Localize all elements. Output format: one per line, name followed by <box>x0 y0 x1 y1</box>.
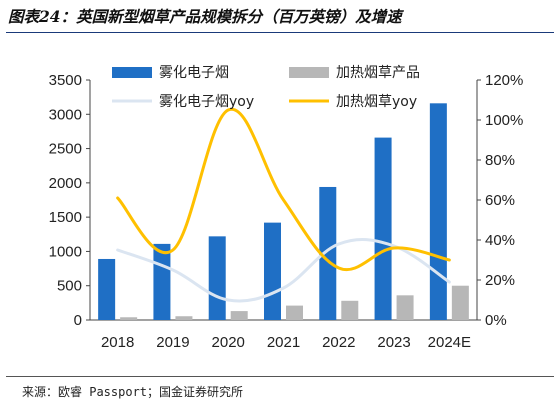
legend-label-2: 雾化电子烟yoy <box>159 94 254 110</box>
right-tick-label: 80% <box>485 152 515 169</box>
right-tick-label: 120% <box>485 72 523 89</box>
bar-vape-2020 <box>208 236 226 320</box>
bar-heated-2021 <box>286 305 303 320</box>
bar-heated-2022 <box>341 300 359 320</box>
left-tick-label: 1000 <box>49 243 82 260</box>
right-tick-label: 60% <box>485 192 515 209</box>
line-heated-yoy <box>116 107 451 272</box>
legend-label-1: 加热烟草产品 <box>336 65 420 81</box>
title-rule <box>6 32 554 33</box>
x-tick-label: 2018 <box>101 334 134 351</box>
bar-heated-2020 <box>230 311 248 320</box>
left-tick-label: 500 <box>57 278 82 295</box>
left-tick-label: 0 <box>74 312 82 329</box>
left-tick-label: 3000 <box>49 106 82 123</box>
source-note: 来源：欧睿 Passport；国金证券研究所 <box>22 385 244 399</box>
bar-vape-2023 <box>374 137 392 320</box>
right-tick-label: 20% <box>485 272 515 289</box>
bar-heated-2024E <box>451 285 469 320</box>
bar-vape-2022 <box>319 186 337 320</box>
legend-label-3: 加热烟草yoy <box>336 94 417 110</box>
chart: 0 500 1000 1500 2000 2500 3000 3500 0% 20% 40% 60% 8… <box>49 65 524 351</box>
x-tick-label: 2020 <box>212 334 245 351</box>
legend-swatch-0 <box>112 67 152 78</box>
source-rule <box>6 376 554 377</box>
right-tick-label: 40% <box>485 232 515 249</box>
bar-heated-2023 <box>396 295 414 320</box>
left-tick-label: 3500 <box>49 72 82 89</box>
legend-label-0: 雾化电子烟 <box>159 65 229 81</box>
x-tick-label: 2021 <box>267 334 300 351</box>
bar-vape-2018 <box>98 258 116 320</box>
x-tick-label: 2023 <box>377 334 410 351</box>
chart-title: 图表24：英国新型烟草产品规模拆分（百万英镑）及增速 <box>8 7 402 26</box>
bar-vape-2019 <box>153 243 171 320</box>
bar-heated-2019 <box>175 316 193 320</box>
bar-heated-2018 <box>120 317 138 320</box>
line-vape-yoy <box>116 238 451 303</box>
x-tick-label: 2024E <box>428 334 471 351</box>
left-tick-label: 2000 <box>49 175 82 192</box>
bar-vape-2024E <box>429 103 447 320</box>
x-tick-label: 2019 <box>156 334 189 351</box>
x-tick-label: 2022 <box>322 334 355 351</box>
bar-vape-2021 <box>264 222 281 320</box>
legend-swatch-1 <box>289 67 329 78</box>
left-tick-label: 1500 <box>49 209 82 226</box>
left-tick-label: 2500 <box>49 141 82 158</box>
right-tick-label: 0% <box>485 312 507 329</box>
right-tick-label: 100% <box>485 112 523 129</box>
